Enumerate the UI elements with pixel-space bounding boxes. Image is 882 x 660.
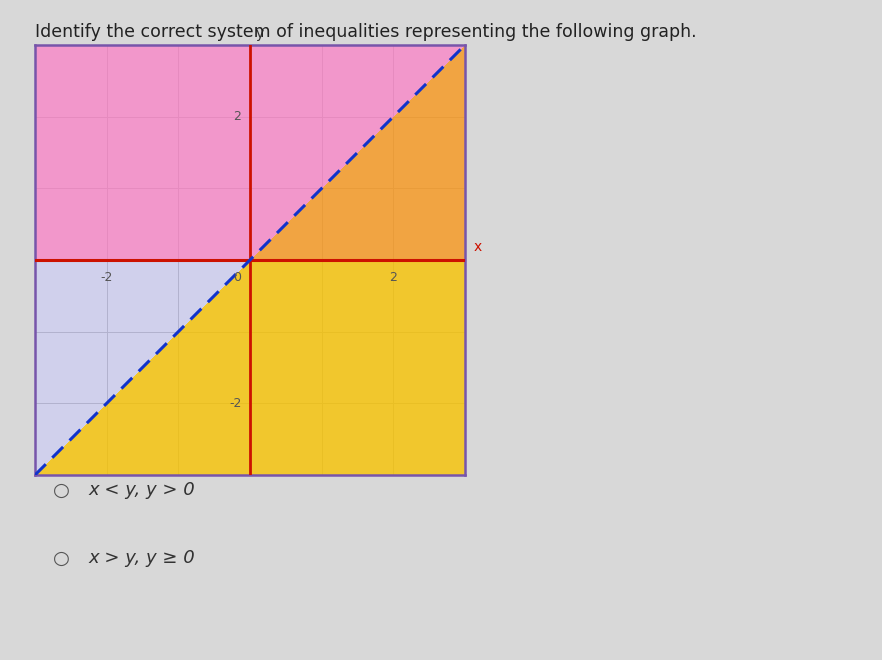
Text: -2: -2 [101,271,113,284]
Text: Identify the correct system of inequalities representing the following graph.: Identify the correct system of inequalit… [35,23,697,41]
Text: x: x [474,240,482,254]
Text: 0: 0 [234,271,242,284]
Text: ○: ○ [53,480,70,500]
Text: 2: 2 [389,271,397,284]
Text: 2: 2 [234,110,242,123]
Text: x > y, y ≥ 0: x > y, y ≥ 0 [88,549,195,567]
Text: ○: ○ [53,548,70,568]
Text: -2: -2 [229,397,242,410]
Text: x < y, y > 0: x < y, y > 0 [88,481,195,499]
Text: y: y [256,28,264,42]
